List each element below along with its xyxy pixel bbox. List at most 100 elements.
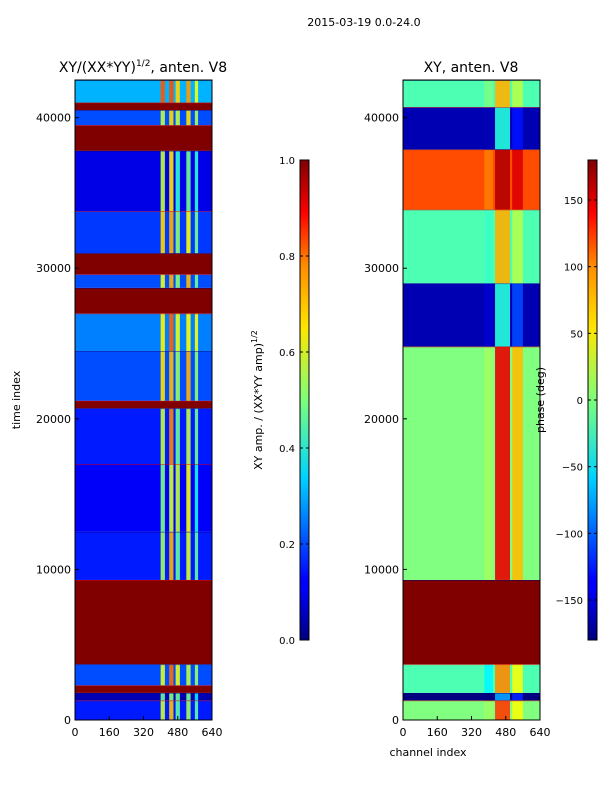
- amplitude-band-feature: [186, 150, 191, 212]
- amplitude-band-feature: [175, 531, 180, 580]
- amplitude-band: [75, 531, 212, 580]
- phase-band-feature: [484, 80, 493, 108]
- phase-band-feature: [484, 700, 493, 720]
- amplitude-band-feature: [194, 274, 199, 288]
- amplitude-band-feature: [175, 408, 180, 464]
- amplitude-ytick-label: 40000: [36, 112, 71, 125]
- amplitude-x-axis: 0 160 320 480 640: [72, 716, 223, 739]
- amplitude-band-feature: [160, 211, 165, 254]
- amplitude-ylabel: time index: [10, 370, 23, 429]
- phase-band: [403, 692, 540, 701]
- amplitude-band-edge: [75, 313, 212, 315]
- phase-colorbar-tick-label: −100: [556, 529, 583, 540]
- phase-band-edge: [403, 283, 540, 285]
- amplitude-colorbar-label-main: XY amp. / (XX*YY amp): [252, 343, 265, 470]
- phase-ytick-label: 10000: [364, 563, 399, 576]
- phase-band-edge: [403, 149, 540, 151]
- phase-colorbar-tick-label: 50: [570, 329, 583, 340]
- phase-ytick-label: 0: [392, 714, 399, 727]
- amplitude-band-feature: [194, 313, 199, 352]
- amplitude-heatmap: [75, 80, 212, 720]
- phase-band-feature: [484, 346, 493, 580]
- amplitude-band-feature: [160, 80, 165, 103]
- amplitude-xtick-label: 320: [133, 726, 154, 739]
- phase-xlabel: channel index: [389, 746, 467, 759]
- phase-ytick-label: 20000: [364, 413, 399, 426]
- amplitude-band-edge: [75, 351, 212, 352]
- phase-band-feature: [484, 107, 493, 150]
- amplitude-band-feature: [160, 313, 165, 352]
- amplitude-band-feature: [194, 408, 199, 464]
- phase-band-feature: [512, 283, 523, 347]
- amplitude-band-feature: [194, 531, 199, 580]
- amplitude-band-edge: [75, 464, 212, 465]
- phase-band: [403, 579, 540, 665]
- amplitude-colorbar-label-exponent: 1/2: [250, 330, 259, 343]
- phase-band-edge: [403, 700, 540, 702]
- amplitude-band-feature: [160, 692, 165, 701]
- amplitude-band: [75, 313, 212, 352]
- amplitude-band-feature: [175, 700, 180, 720]
- phase-colorbar-tick-label: −150: [556, 596, 583, 607]
- amplitude-band-feature: [160, 351, 165, 401]
- figure-suptitle: 2015-03-19 0.0-24.0: [307, 16, 420, 29]
- amplitude-band-edge: [75, 531, 212, 533]
- phase-band-feature: [495, 664, 511, 693]
- amplitude-band: [75, 253, 212, 275]
- phase-colorbar-ticks: −150 −100 −50 0 50 100 150: [556, 196, 597, 607]
- amplitude-band-feature: [186, 531, 191, 580]
- amplitude-band-feature: [169, 150, 174, 212]
- phase-x-axis: 0 160 320 480 640: [400, 716, 551, 739]
- amplitude-band-feature: [169, 313, 174, 352]
- amplitude-title: XY/(XX*YY)1/2, anten. V8: [59, 59, 227, 76]
- amplitude-band: [75, 110, 212, 126]
- amplitude-colorbar-tick-label: 0.2: [279, 540, 295, 551]
- amplitude-band: [75, 211, 212, 254]
- amplitude-band-edge: [75, 102, 212, 104]
- amplitude-band-feature: [169, 664, 174, 686]
- amplitude-band-feature: [169, 110, 174, 126]
- amplitude-band-edge: [75, 274, 212, 276]
- amplitude-xtick-label: 640: [202, 726, 223, 739]
- amplitude-band: [75, 150, 212, 212]
- amplitude-band-feature: [186, 211, 191, 254]
- amplitude-band-feature: [186, 664, 191, 686]
- amplitude-band: [75, 102, 212, 111]
- amplitude-band-feature: [194, 211, 199, 254]
- amplitude-band-feature: [194, 700, 199, 720]
- amplitude-band-feature: [160, 110, 165, 126]
- phase-band-feature: [512, 80, 523, 108]
- amplitude-band-edge: [75, 685, 212, 687]
- amplitude-band-feature: [169, 531, 174, 580]
- phase-panel: XY, anten. V8 0 160 320 480 640 0 10000 20000 3…: [364, 60, 551, 759]
- phase-band-feature: [512, 346, 523, 580]
- amplitude-band-feature: [186, 464, 191, 532]
- amplitude-band-edge: [75, 287, 212, 289]
- amplitude-band-feature: [175, 692, 180, 701]
- amplitude-band: [75, 685, 212, 693]
- amplitude-band-feature: [194, 664, 199, 686]
- amplitude-band: [75, 579, 212, 665]
- amplitude-band-feature: [186, 351, 191, 401]
- amplitude-band-feature: [186, 80, 191, 103]
- amplitude-band-edge: [75, 692, 212, 694]
- amplitude-band-feature: [169, 464, 174, 532]
- phase-band-feature: [484, 664, 493, 693]
- amplitude-y-axis: 0 10000 20000 30000 40000: [36, 112, 79, 727]
- phase-xtick-label: 480: [495, 726, 516, 739]
- amplitude-colorbar-tick-label: 1.0: [279, 156, 295, 167]
- amplitude-band-feature: [169, 700, 174, 720]
- phase-band-edge: [403, 579, 540, 581]
- amplitude-band-feature: [160, 274, 165, 288]
- amplitude-band-feature: [160, 664, 165, 686]
- amplitude-band-edge: [75, 253, 212, 254]
- phase-title: XY, anten. V8: [424, 60, 519, 76]
- amplitude-xtick-label: 0: [72, 726, 79, 739]
- phase-band-feature: [512, 664, 523, 693]
- phase-xtick-label: 160: [427, 726, 448, 739]
- amplitude-band-edge: [75, 579, 212, 581]
- amplitude-band-edge: [75, 664, 212, 666]
- amplitude-band: [75, 125, 212, 151]
- amplitude-band: [75, 274, 212, 288]
- amplitude-band-feature: [194, 351, 199, 401]
